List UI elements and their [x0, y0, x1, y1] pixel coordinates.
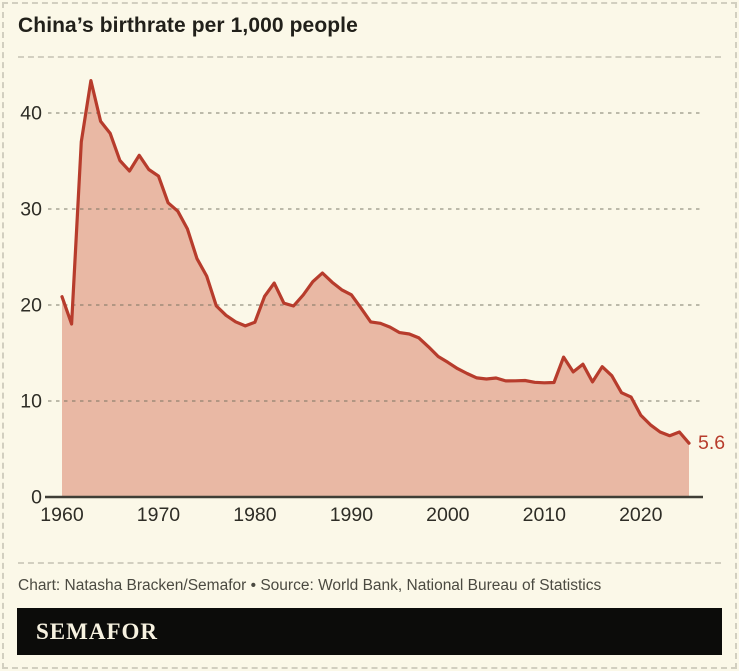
chart-title: China’s birthrate per 1,000 people: [18, 14, 358, 37]
area-fill: [62, 80, 689, 497]
title-separator: [18, 56, 721, 58]
y-tick-label-30: 30: [20, 199, 42, 221]
y-tick-label-10: 10: [20, 391, 42, 413]
x-tick-label-2020: 2020: [619, 504, 663, 526]
x-tick-label-2000: 2000: [426, 504, 470, 526]
end-value-label: 5.6: [698, 432, 725, 454]
x-tick-label-1980: 1980: [233, 504, 277, 526]
x-tick-label-1970: 1970: [137, 504, 181, 526]
x-tick-label-1990: 1990: [330, 504, 374, 526]
y-tick-label-0: 0: [31, 487, 42, 509]
brand-bar: SEMAFOR: [17, 608, 722, 655]
y-tick-label-40: 40: [20, 103, 42, 125]
x-tick-label-2010: 2010: [523, 504, 567, 526]
x-tick-label-1960: 1960: [40, 504, 84, 526]
credit-line: Chart: Natasha Bracken/Semafor • Source:…: [18, 577, 602, 594]
y-tick-label-20: 20: [20, 295, 42, 317]
semafor-logo: SEMAFOR: [36, 619, 158, 644]
footer-separator: [18, 562, 721, 564]
birthrate-area-chart: 0 10 20 30 40 1960 1970 1980 1990 2000 2010 2020 5.6: [20, 79, 725, 526]
birthrate-line: [60, 79, 691, 445]
